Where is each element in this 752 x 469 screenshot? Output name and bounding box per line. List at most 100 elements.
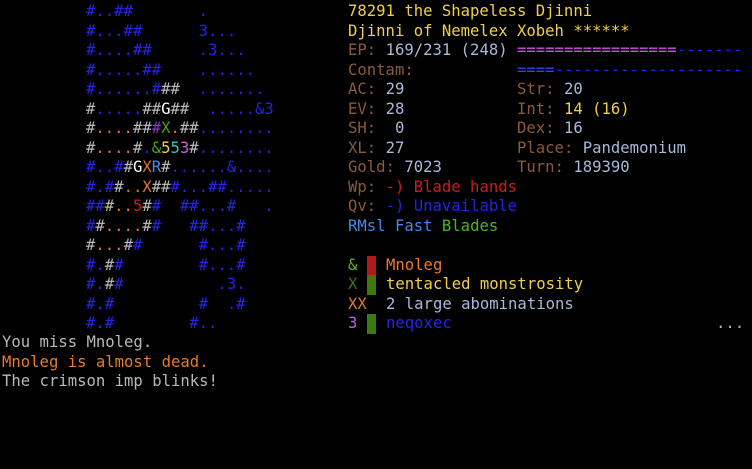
map-tiles: X bbox=[161, 119, 171, 137]
contam-bar: ====-------------------- bbox=[517, 61, 742, 81]
monster-health-bar bbox=[367, 314, 376, 334]
map-tiles: .....&3 bbox=[189, 99, 274, 118]
map-tiles: #...##..... bbox=[170, 177, 274, 196]
map-tiles: . bbox=[142, 138, 152, 157]
map-tiles: #. bbox=[86, 255, 105, 274]
str-label: Str: bbox=[517, 80, 555, 98]
monster-name[interactable]: tentacled monstrosity bbox=[386, 275, 584, 293]
ep-row: EP: 169/231 (248) bbox=[348, 41, 508, 61]
map-tiles: # bbox=[104, 197, 115, 215]
xl-stat: XL: 27 bbox=[348, 139, 404, 159]
quiver-label: Qv: bbox=[348, 197, 377, 215]
map-tiles: #.. bbox=[114, 314, 218, 332]
map-tiles: ## bbox=[161, 80, 180, 98]
map-tiles: X bbox=[142, 158, 152, 176]
sh-label: SH: bbox=[348, 119, 377, 137]
monster-name[interactable]: 2 large abominations bbox=[386, 294, 574, 313]
map-row: #...## #...# bbox=[86, 236, 246, 256]
map-row: #.# #.. bbox=[86, 314, 217, 334]
monster-health-bar bbox=[367, 275, 376, 295]
map-row: #....## .3... bbox=[86, 41, 246, 61]
str-value: 20 bbox=[563, 80, 583, 98]
map-tiles: #.# bbox=[86, 177, 115, 196]
map-tiles: # bbox=[86, 119, 96, 137]
status-fast: Fast bbox=[394, 216, 433, 235]
ac-label: AC: bbox=[348, 80, 377, 98]
ac-stat: AC: 29 bbox=[348, 80, 404, 100]
map-tiles: #.# bbox=[86, 314, 115, 332]
int-label: Int: bbox=[517, 99, 555, 118]
status-blades: Blades bbox=[441, 216, 499, 235]
map-tiles: # bbox=[104, 255, 115, 274]
map-tiles: #..# bbox=[86, 158, 124, 176]
map-tiles: ## bbox=[179, 119, 199, 137]
sh-stat: SH: 0 bbox=[348, 119, 404, 139]
str-stat: Str: 20 bbox=[517, 80, 583, 100]
map-tiles: .3... bbox=[151, 41, 246, 59]
map-tiles: G bbox=[132, 158, 143, 176]
map-tiles: 3... bbox=[142, 21, 237, 40]
map-tiles: .... bbox=[95, 119, 133, 137]
quiver-row: Qv: -) Unavailable bbox=[348, 197, 517, 217]
map-tiles: ...... bbox=[161, 60, 255, 79]
map-tiles: #..## bbox=[86, 2, 133, 20]
int-value: 14 (16) bbox=[563, 99, 630, 118]
turn-value: 189390 bbox=[573, 158, 630, 176]
xl-value: 27 bbox=[385, 138, 405, 157]
map-tiles: # bbox=[189, 138, 199, 157]
map-row: #..## . bbox=[86, 2, 208, 22]
map-tiles: # bbox=[151, 216, 162, 235]
map-row: #.## .3. bbox=[86, 275, 246, 295]
map-tiles: ... bbox=[95, 236, 124, 254]
map-tiles: ## bbox=[142, 99, 162, 118]
map-tiles: # bbox=[161, 158, 171, 176]
monster-glyph: XX bbox=[348, 294, 367, 313]
map-row: #.....## ...... bbox=[86, 61, 255, 81]
map-tiles: G bbox=[161, 99, 171, 118]
map-tiles: ..... bbox=[95, 99, 143, 118]
map-tiles: # bbox=[132, 236, 143, 254]
quiver-value: -) Unavailable bbox=[385, 197, 517, 215]
map-row: #...## 3... bbox=[86, 22, 236, 42]
contam-bar-fill: ==== bbox=[517, 60, 555, 79]
ev-value: 28 bbox=[385, 99, 405, 118]
place-stat: Place: Pandemonium bbox=[517, 139, 686, 159]
map-tiles: #...## bbox=[86, 21, 143, 40]
monster-glyph: & bbox=[348, 255, 358, 274]
weapon-row: Wp: -) Blade hands bbox=[348, 178, 517, 198]
map-tiles: ## bbox=[132, 119, 152, 137]
map-tiles: #.# bbox=[86, 294, 115, 313]
map-tiles: .3. bbox=[123, 275, 246, 293]
monster-name[interactable]: neqoxec bbox=[386, 314, 452, 332]
map-tiles: # bbox=[114, 255, 124, 274]
map-row: #....#.&553#........ bbox=[86, 139, 274, 159]
sh-value: 0 bbox=[385, 119, 405, 137]
ep-bar-fill: ================= bbox=[517, 41, 677, 59]
map-tiles: ## bbox=[170, 99, 190, 118]
map-tiles: .. bbox=[123, 177, 143, 196]
message-line: You miss Mnoleg. bbox=[2, 333, 153, 351]
map-tiles: ....... bbox=[179, 80, 265, 98]
map-tiles: 5 bbox=[170, 138, 180, 157]
character-subtitle: Djinni of Nemelex Xobeh ****** bbox=[348, 21, 630, 40]
map-tiles: # bbox=[142, 216, 152, 235]
map-row: #.....##G## .....&3 bbox=[86, 100, 274, 120]
ev-stat: EV: 28 bbox=[348, 100, 404, 120]
map-tiles: # bbox=[123, 158, 133, 176]
monster-name[interactable]: Mnoleg bbox=[386, 255, 443, 274]
map-tiles: 5 bbox=[161, 138, 171, 157]
gold-stat: Gold: 7023 bbox=[348, 158, 442, 178]
map-row: #.# # .# bbox=[86, 295, 246, 315]
map-tiles: # bbox=[132, 138, 143, 157]
map-tiles: 3 bbox=[179, 138, 190, 157]
monster-glyph: 3 bbox=[348, 314, 358, 332]
dex-stat: Dex: 16 bbox=[517, 119, 583, 139]
map-tiles: 5 bbox=[132, 197, 143, 215]
status-effects: RMsl Fast Blades bbox=[348, 217, 498, 237]
map-tiles: #....## bbox=[86, 41, 152, 59]
map-tiles: # bbox=[114, 177, 124, 196]
map-tiles: .... bbox=[104, 216, 143, 235]
ep-bar: =================------- bbox=[517, 41, 742, 61]
map-tiles: # bbox=[86, 99, 96, 118]
